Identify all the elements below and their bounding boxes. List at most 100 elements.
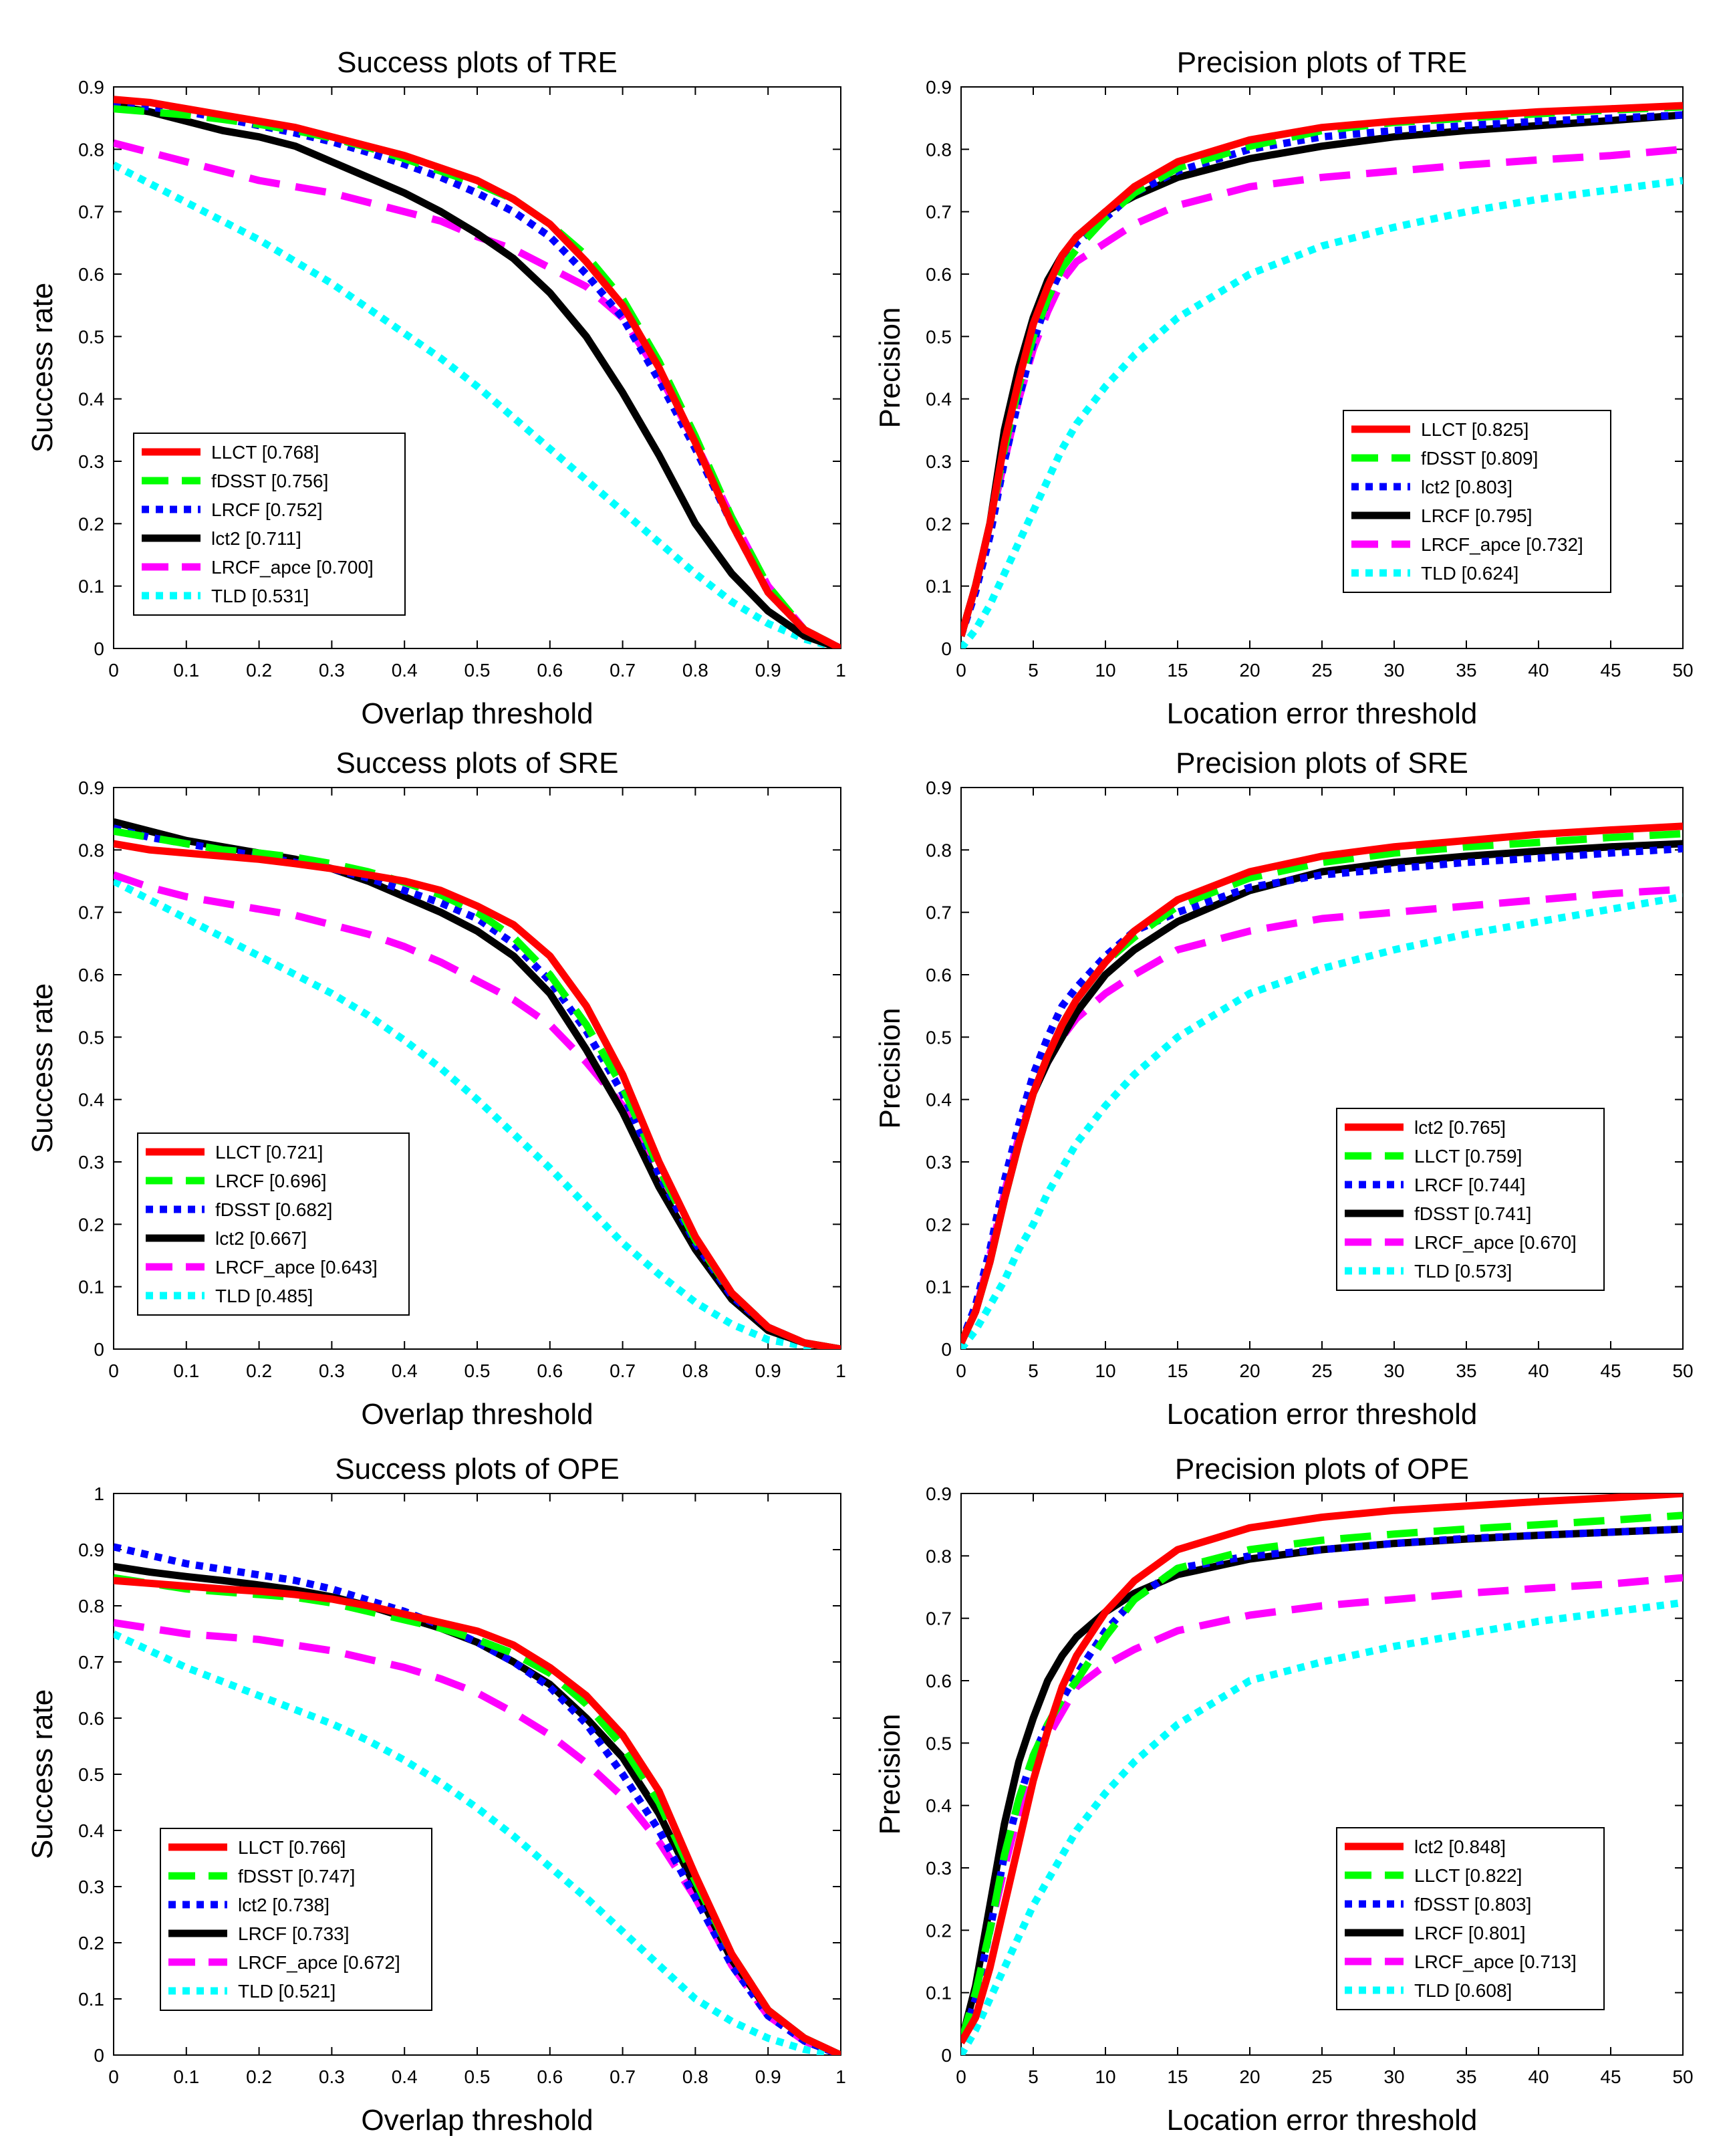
- series-group: [114, 96, 841, 648]
- series-line: [961, 145, 1683, 637]
- x-tick-label: 35: [1456, 1360, 1476, 1381]
- legend-entry-label: LRCF [0.733]: [238, 1923, 350, 1944]
- legend-entry-label: fDSST [0.741]: [1414, 1203, 1531, 1224]
- x-tick-label: 0.6: [537, 1360, 563, 1381]
- legend-entry-label: LLCT [0.825]: [1421, 419, 1529, 440]
- y-tick-label: 0.3: [926, 1152, 952, 1173]
- chart-panel-4: Precision plots of SRE 0 5 10 15 20 25 30 35 40 45…: [874, 747, 1694, 1431]
- legend-entry-label: fDSST [0.747]: [238, 1866, 355, 1887]
- x-tick-label: 25: [1311, 2066, 1332, 2087]
- x-tick-label: 0.3: [319, 660, 345, 681]
- y-tick-label: 0.9: [926, 777, 952, 798]
- series-line: [961, 1598, 1683, 2055]
- legend-entry-label: fDSST [0.803]: [1414, 1894, 1531, 1915]
- x-tick-label: 15: [1167, 1360, 1188, 1381]
- series-line: [961, 102, 1683, 637]
- x-tick-label: 0.9: [755, 2066, 781, 2087]
- y-tick-label: 0.5: [78, 1027, 104, 1048]
- y-tick-label: 0.2: [926, 513, 952, 534]
- series-line: [114, 878, 841, 1349]
- legend-entry-label: fDSST [0.682]: [215, 1199, 332, 1220]
- legend: lct2 [0.765] LLCT [0.759] LRCF [0.744] fDSS…: [1336, 1108, 1605, 1291]
- x-tick-label: 25: [1311, 1360, 1332, 1381]
- x-tick-label: 0.3: [319, 2066, 345, 2087]
- legend-box: [137, 1132, 410, 1316]
- y-tick-label: 0.7: [926, 903, 952, 923]
- x-tick-label: 35: [1456, 660, 1476, 681]
- legend-entry-label: LRCF_apce [0.670]: [1414, 1232, 1577, 1253]
- y-tick-label: 0.6: [926, 965, 952, 985]
- x-axis-label: Overlap threshold: [361, 697, 593, 730]
- y-tick-label: 0.4: [926, 1090, 952, 1110]
- y-tick-label: 0.3: [926, 1858, 952, 1879]
- series-group: [961, 822, 1683, 1349]
- x-tick-label: 45: [1600, 1360, 1621, 1381]
- y-tick-label: 0.8: [78, 1596, 104, 1616]
- x-tick-label: 50: [1672, 1360, 1693, 1381]
- x-tick-label: 40: [1528, 660, 1549, 681]
- x-tick-label: 20: [1239, 1360, 1260, 1381]
- legend-entry-label: lct2 [0.738]: [238, 1895, 329, 1915]
- y-tick-label: 0.1: [78, 1277, 104, 1298]
- y-tick-label: 0.1: [926, 1277, 952, 1298]
- y-tick-label: 0.8: [926, 139, 952, 160]
- y-tick-label: 0.9: [78, 777, 104, 798]
- y-tick-label: 1: [94, 1483, 104, 1504]
- legend-entry-label: LRCF_apce [0.713]: [1414, 1951, 1577, 1972]
- x-tick-label: 25: [1311, 660, 1332, 681]
- series-line: [114, 161, 841, 648]
- y-tick-label: 0.9: [926, 77, 952, 98]
- x-axis-label: Location error threshold: [1167, 697, 1478, 730]
- legend-entry-label: TLD [0.531]: [211, 586, 309, 606]
- y-tick-label: 0.5: [78, 326, 104, 347]
- legend-box: [1336, 1827, 1605, 2010]
- series-line: [961, 822, 1683, 1345]
- x-axis-label: Location error threshold: [1167, 1398, 1478, 1431]
- legend-entry-label: LLCT [0.822]: [1414, 1865, 1522, 1886]
- x-tick-label: 45: [1600, 2066, 1621, 2087]
- x-tick-label: 0: [956, 1360, 966, 1381]
- chart-title: Precision plots of OPE: [1175, 1453, 1469, 1485]
- x-tick-label: 0.8: [682, 1360, 708, 1381]
- x-tick-label: 10: [1095, 1360, 1115, 1381]
- x-tick-label: 0.3: [319, 1360, 345, 1381]
- x-tick-label: 0: [108, 1360, 119, 1381]
- x-tick-label: 5: [1028, 2066, 1039, 2087]
- y-tick-label: 0.2: [78, 513, 104, 534]
- x-tick-label: 0.1: [173, 660, 199, 681]
- legend-entry-label: LRCF_apce [0.700]: [211, 557, 374, 578]
- y-tick-label: 0.5: [926, 1733, 952, 1754]
- legend-entry-label: fDSST [0.809]: [1421, 448, 1538, 469]
- x-tick-label: 10: [1095, 660, 1115, 681]
- x-tick-label: 40: [1528, 1360, 1549, 1381]
- y-tick-label: 0.7: [926, 1608, 952, 1629]
- legend: LLCT [0.766] fDSST [0.747] lct2 [0.738] LRC…: [160, 1828, 432, 2011]
- x-tick-label: 5: [1028, 1360, 1039, 1381]
- y-tick-label: 0.3: [78, 1152, 104, 1173]
- x-tick-label: 0.8: [682, 2066, 708, 2087]
- y-tick-label: 0.6: [926, 264, 952, 285]
- y-tick-label: 0.7: [78, 202, 104, 223]
- y-tick-label: 0.4: [78, 389, 104, 410]
- chart-panel-5: Success plots of OPE 0 0.1 0.2 0.3 0.4 0.5 0.6 0…: [26, 1453, 846, 2137]
- y-axis-label: Precision: [874, 308, 906, 429]
- x-tick-label: 1: [835, 1360, 846, 1381]
- y-tick-label: 0.7: [78, 1652, 104, 1673]
- legend: lct2 [0.848] LLCT [0.822] fDSST [0.803] LRC…: [1336, 1827, 1605, 2010]
- legend: LLCT [0.721] LRCF [0.696] fDSST [0.682] lct…: [137, 1132, 410, 1316]
- x-tick-label: 0.4: [392, 660, 418, 681]
- chart-title: Success plots of OPE: [335, 1453, 620, 1485]
- legend-entry-label: LRCF [0.696]: [215, 1171, 327, 1191]
- legend-entry-label: TLD [0.521]: [238, 1981, 336, 2002]
- x-tick-label: 30: [1383, 660, 1404, 681]
- x-tick-label: 0.5: [464, 2066, 491, 2087]
- chart-panel-2: Precision plots of TRE 0 5 10 15 20 25 30 35 40 45…: [874, 46, 1694, 730]
- y-tick-label: 0.9: [78, 1540, 104, 1560]
- legend-entry-label: LLCT [0.759]: [1414, 1146, 1522, 1167]
- y-axis-label: Success rate: [26, 283, 59, 453]
- x-tick-label: 0.4: [392, 2066, 418, 2087]
- legend-entry-label: LLCT [0.768]: [211, 442, 319, 463]
- x-tick-label: 5: [1028, 660, 1039, 681]
- y-tick-label: 0.8: [926, 840, 952, 860]
